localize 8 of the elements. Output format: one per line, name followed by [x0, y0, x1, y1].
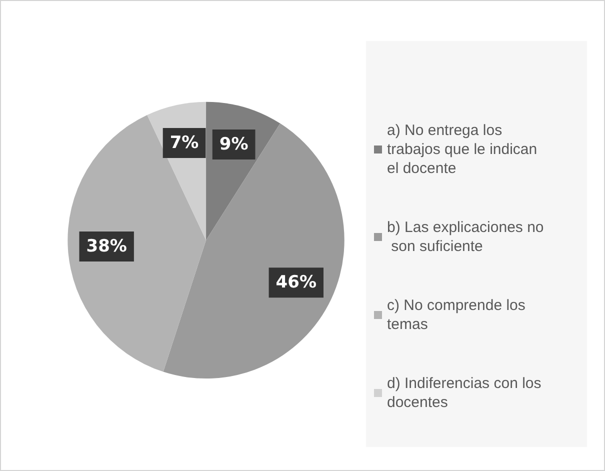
legend-label: b) Las explicaciones no son suficiente: [387, 219, 544, 255]
legend-label: c) No comprende los temas: [387, 297, 530, 333]
legend-label: d) Indiferencias con los docentes: [387, 375, 546, 411]
data-label: 9%: [219, 134, 248, 155]
data-label: 7%: [170, 132, 199, 153]
legend-label: a) No entrega los trabajos que le indican el docente: [387, 122, 542, 177]
data-label: 38%: [86, 236, 127, 256]
data-label: 46%: [276, 272, 317, 293]
